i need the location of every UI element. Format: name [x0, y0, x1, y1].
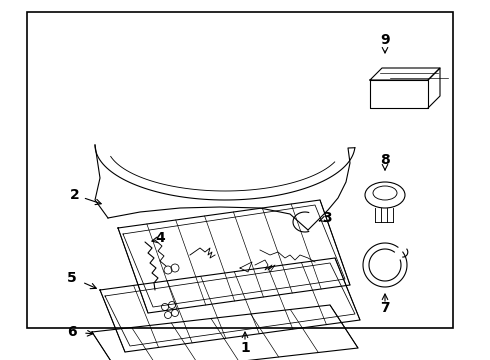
Text: 8: 8	[380, 153, 390, 167]
Text: 3: 3	[322, 211, 332, 225]
Text: 9: 9	[380, 33, 390, 47]
Text: 2: 2	[70, 188, 101, 204]
Text: 6: 6	[67, 325, 77, 339]
Bar	[27, 12, 453, 328]
Text: 4: 4	[155, 231, 165, 245]
Text: 1: 1	[240, 341, 250, 355]
Text: 7: 7	[380, 301, 390, 315]
Text: 5: 5	[67, 271, 77, 285]
